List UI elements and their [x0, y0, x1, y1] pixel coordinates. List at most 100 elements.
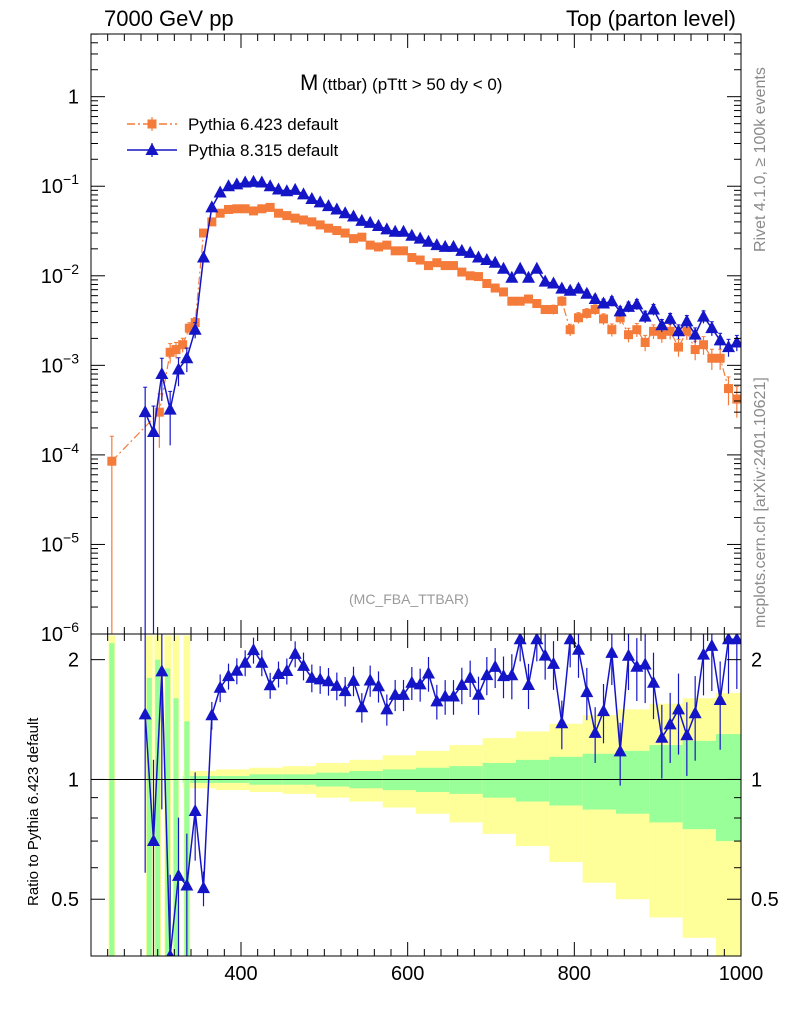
data-point-1	[405, 228, 419, 241]
data-point-0	[690, 345, 700, 355]
data-point-0	[257, 204, 267, 214]
ratio-band-inner	[109, 643, 115, 956]
header-right: Top (parton level)	[566, 6, 736, 31]
data-point-1	[497, 261, 510, 274]
ratio-tick-label-right: 0.5	[751, 889, 779, 911]
data-point-1	[197, 250, 210, 263]
data-point-0	[290, 213, 300, 223]
data-point-0	[524, 294, 533, 304]
data-point-0	[382, 240, 392, 250]
ratio-band-inner	[582, 753, 616, 810]
ratio-tick-label-right: 1	[751, 769, 762, 791]
data-point-0	[515, 296, 525, 306]
data-point-1	[538, 274, 552, 287]
data-point-1	[580, 286, 594, 299]
data-point-0	[674, 342, 683, 352]
data-point-1	[638, 309, 652, 322]
x-tick-label: 800	[558, 963, 591, 985]
data-point-0	[557, 296, 567, 306]
data-point-0	[724, 384, 733, 394]
legend: Pythia 6.423 default Pythia 8.315 default	[127, 115, 339, 160]
data-point-0	[374, 242, 383, 252]
data-point-0	[590, 305, 600, 315]
data-point-1	[147, 425, 160, 438]
data-point-0	[424, 261, 433, 271]
y-tick-label: 10−1	[41, 171, 79, 198]
ratio-band-inner	[649, 745, 683, 823]
data-point-1	[380, 222, 394, 235]
ratio-point	[272, 667, 285, 680]
data-point-1	[355, 213, 369, 226]
ratio-point	[405, 675, 419, 688]
data-point-1	[438, 239, 452, 252]
ratio-band-inner	[449, 766, 483, 794]
data-point-1	[513, 261, 527, 274]
ratio-band-inner	[173, 698, 179, 956]
data-point-1	[447, 239, 460, 252]
data-point-0	[507, 296, 517, 306]
data-point-1	[647, 302, 660, 315]
data-point-0	[715, 353, 725, 363]
data-point-0	[299, 215, 308, 225]
data-point-0	[465, 271, 475, 281]
data-point-1	[288, 182, 302, 195]
data-point-0	[249, 206, 258, 216]
data-point-1	[213, 185, 227, 198]
legend-label-1: Pythia 8.315 default	[188, 141, 339, 160]
ratio-tick-label-left: 0.5	[51, 889, 79, 911]
data-point-1	[263, 179, 277, 192]
data-point-0	[440, 261, 450, 271]
data-point-1	[488, 255, 502, 268]
data-point-0	[215, 208, 225, 218]
y-tick-label: 10−2	[41, 261, 79, 288]
data-point-0	[165, 347, 175, 357]
data-point-0	[532, 299, 542, 309]
data-point-1	[422, 234, 435, 247]
data-point-0	[707, 353, 717, 363]
data-point-1	[680, 314, 694, 327]
data-point-1	[272, 182, 285, 195]
ratio-line	[144, 636, 737, 956]
data-point-0	[574, 313, 583, 323]
data-point-1	[330, 202, 344, 215]
x-tick-label: 1000	[719, 963, 764, 985]
data-point-1	[655, 318, 669, 331]
data-point-1	[347, 209, 360, 222]
data-point-0	[490, 283, 500, 293]
ratio-band-inner	[549, 756, 583, 806]
data-point-0	[349, 234, 358, 244]
ratio-point	[455, 677, 469, 690]
main-plot-area	[107, 174, 741, 634]
data-point-0	[640, 337, 650, 347]
header-left: 7000 GeV pp	[104, 6, 234, 31]
data-point-0	[615, 313, 625, 323]
axes: 1 10−1 10−2 10−3 10−4 10−5 10−6 2 2 1 1 0.5 0.5 400 60…	[41, 33, 779, 985]
watermark: (MC_FBA_TTBAR)	[349, 591, 469, 607]
data-point-0	[340, 228, 350, 238]
data-point-0	[178, 340, 188, 350]
data-point-1	[722, 340, 735, 353]
x-tick-label: 400	[224, 963, 257, 985]
data-point-0	[624, 330, 633, 340]
ratio-band-inner	[682, 740, 716, 830]
data-point-1	[530, 261, 544, 274]
ratio-band-inner	[616, 750, 650, 814]
x-tick-label: 600	[391, 963, 424, 985]
ratio-band-inner	[146, 677, 152, 956]
data-point-0	[474, 272, 483, 282]
data-point-1	[505, 270, 519, 283]
data-point-0	[657, 330, 667, 340]
data-point-0	[499, 287, 508, 297]
data-point-1	[463, 245, 477, 258]
data-point-0	[232, 204, 242, 214]
series-line-1	[144, 181, 738, 435]
data-point-0	[107, 456, 117, 466]
data-point-1	[305, 192, 319, 205]
data-point-1	[372, 218, 385, 231]
ratio-point	[188, 803, 202, 816]
data-point-0	[407, 253, 417, 263]
data-point-0	[540, 305, 550, 315]
ratio-tick-label-right: 2	[751, 650, 762, 672]
ratio-point	[372, 679, 385, 692]
